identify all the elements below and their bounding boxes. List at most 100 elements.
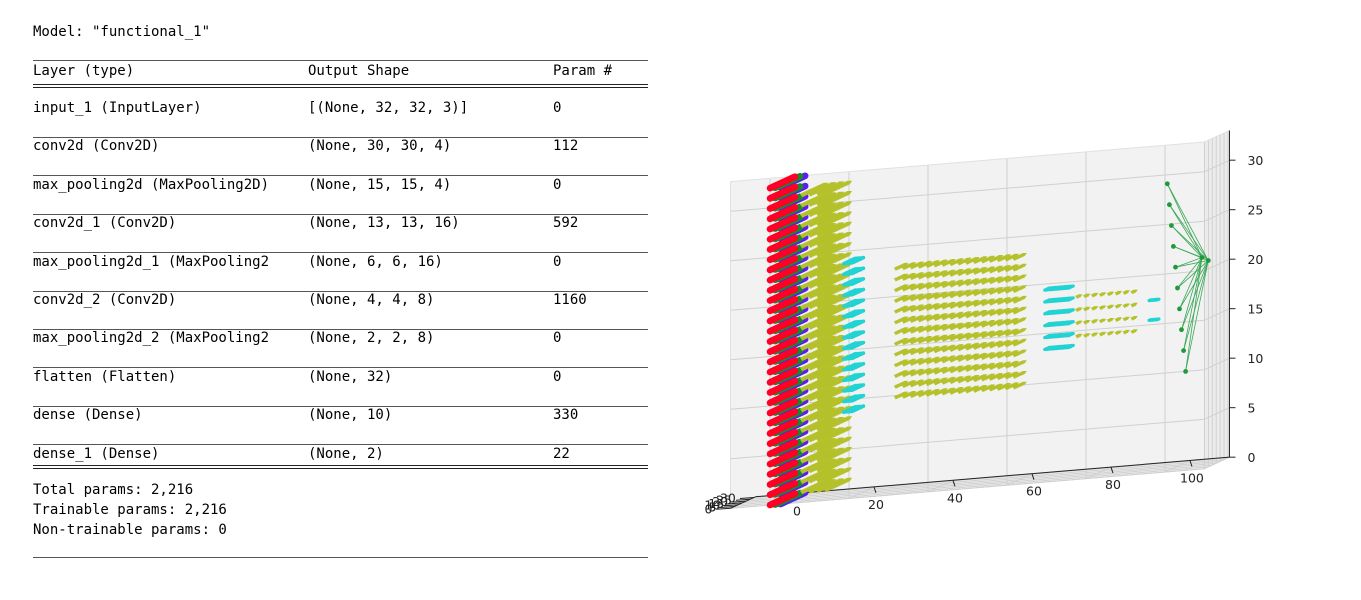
grid-line-z-back	[730, 319, 1205, 361]
row-output-shape: (None, 32)	[308, 368, 393, 385]
row-layer-name: max_pooling2d (MaxPooling2D)	[33, 176, 270, 193]
row-separator	[33, 137, 648, 138]
x-tick-mark	[873, 486, 877, 494]
row-output-shape: (None, 2, 2, 8)	[308, 330, 435, 347]
row-param-count: 0	[553, 330, 562, 347]
grid-line-z-right	[1204, 159, 1230, 173]
row-layer-name: max_pooling2d_1 (MaxPooling2	[33, 253, 270, 270]
input-channel-red-point	[791, 469, 799, 477]
row-output-shape: (None, 2)	[308, 445, 384, 462]
row-param-count: 0	[553, 176, 562, 193]
y-axis-line	[730, 496, 756, 509]
footer-double-rule	[33, 465, 648, 470]
x-tick-mark	[1031, 473, 1035, 480]
row-separator	[33, 213, 648, 215]
input-channel-red-point	[791, 275, 799, 283]
input-channel-red-point	[791, 490, 799, 497]
row-separator	[33, 252, 648, 254]
row-layer-name: conv2d_1 (Conv2D)	[33, 215, 177, 232]
input-channel-red-point	[791, 459, 799, 467]
input-channel-red-point	[791, 357, 799, 364]
grid-line-y-floor	[738, 464, 1213, 506]
row-separator	[33, 405, 648, 407]
y-tick-mark	[720, 506, 735, 508]
x-axis-line	[755, 456, 1230, 498]
input-channel-red-point	[791, 193, 799, 201]
row-layer-name: dense_1 (Dense)	[33, 445, 160, 462]
y-tick-mark	[724, 504, 739, 507]
x-tick-mark	[952, 480, 956, 487]
row-output-shape: (None, 30, 30, 4)	[308, 138, 452, 155]
input-channel-red-point	[791, 418, 799, 426]
row-separator	[33, 290, 648, 292]
row-output-shape: (None, 15, 15, 4)	[308, 176, 452, 193]
row-layer-name: conv2d_2 (Conv2D)	[33, 292, 177, 308]
y-tick-mark	[735, 498, 751, 501]
row-layer-name: max_pooling2d_2 (MaxPooling2	[33, 330, 270, 347]
right-pane	[1204, 130, 1230, 469]
input-channel-red-point	[791, 224, 799, 232]
grid-line-z-right	[1204, 357, 1230, 371]
input-channel-red-point	[791, 316, 799, 324]
grid-line-z-right	[1204, 258, 1230, 272]
row-layer-name: input_1 (InputLayer)	[33, 100, 202, 116]
layer-points	[766, 172, 1211, 509]
input-channel-red-point	[791, 408, 799, 416]
row-separator	[33, 367, 648, 369]
input-channel-red-point	[791, 367, 799, 375]
grid-line-z-back	[730, 468, 1205, 509]
grid-line-y-floor	[734, 466, 1209, 507]
input-channel-red-point	[791, 449, 799, 456]
input-channel-blue-point	[801, 172, 809, 180]
grid-line-y-floor	[742, 462, 1217, 504]
input-channel-red-point	[791, 439, 799, 446]
x-tick-mark	[1189, 460, 1193, 467]
input-channel-red-point	[791, 428, 799, 436]
bottom-rule	[33, 557, 648, 558]
y-tick-mark	[716, 507, 731, 510]
input-channel-red-point	[791, 234, 799, 242]
grid-line-y-floor	[749, 459, 1225, 500]
row-output-shape: (None, 13, 13, 16)	[308, 215, 460, 232]
input-channel-blue-point	[801, 182, 809, 190]
input-channel-red-point	[791, 480, 799, 487]
grid-line-z-right	[1204, 456, 1230, 470]
grid-line-z-right	[1204, 209, 1230, 222]
y-tick-mark	[728, 502, 743, 505]
input-channel-red-point	[791, 347, 799, 354]
input-channel-red-point	[791, 377, 799, 385]
header-double-rule	[33, 84, 648, 89]
row-output-shape: [(None, 32, 32, 3)]	[308, 100, 469, 116]
input-channel-red-point	[791, 204, 799, 211]
input-channel-red-point	[791, 296, 799, 303]
grid-line-z-back	[730, 418, 1205, 460]
row-param-count: 0	[553, 100, 562, 116]
header-params: Param #	[553, 63, 613, 79]
total-params: Total params: 2,216	[33, 482, 194, 498]
row-separator	[33, 175, 648, 177]
row-param-count: 22	[553, 445, 570, 462]
trainable-params: Trainable params: 2,216	[33, 502, 227, 518]
input-channel-red-point	[791, 388, 799, 395]
input-channel-red-point	[791, 336, 799, 344]
input-channel-red-point	[791, 398, 799, 405]
input-channel-red-point	[791, 326, 799, 334]
row-output-shape: (None, 6, 6, 16)	[308, 253, 443, 270]
input-channel-red-point	[791, 183, 799, 191]
grid-line-z-right	[1204, 308, 1230, 321]
non-trainable-params: Non-trainable params: 0	[33, 522, 227, 538]
row-param-count: 592	[553, 215, 579, 232]
row-param-count: 112	[553, 138, 579, 155]
input-channel-red-point	[791, 244, 799, 252]
header-layer: Layer (type)	[33, 63, 135, 79]
header-output-shape: Output Shape	[308, 63, 410, 79]
axis-lines	[716, 130, 1236, 510]
model-title: Model: "functional_1"	[33, 24, 211, 40]
x-tick-mark	[1110, 466, 1114, 474]
y-tick-mark	[739, 497, 754, 499]
row-output-shape: (None, 4, 4, 8)	[308, 292, 435, 308]
pane-edge	[730, 141, 1205, 183]
row-separator	[33, 329, 648, 330]
top-rule	[33, 60, 648, 61]
model-summary: Model: "functional_1" Layer (type) Outpu…	[33, 0, 653, 600]
